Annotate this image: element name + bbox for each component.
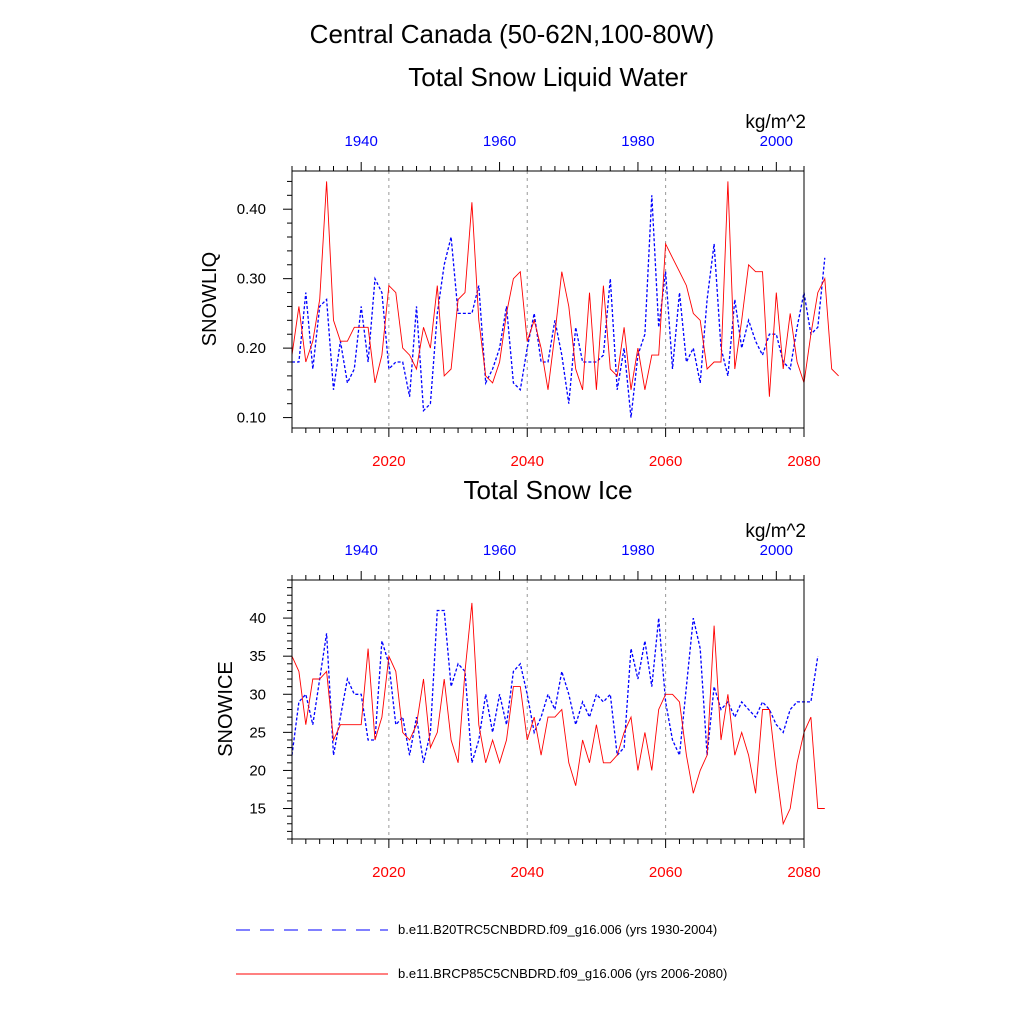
x-top-tick-label: 1980 xyxy=(621,542,654,559)
series-line-historical xyxy=(291,609,819,763)
panel-2-ylabel: SNOWICE xyxy=(215,661,237,757)
x-top-tick-label: 2000 xyxy=(760,542,793,559)
x-bottom-tick-label: 2020 xyxy=(372,864,405,881)
x-bottom-tick-label: 2080 xyxy=(787,453,820,470)
y-tick-label: 35 xyxy=(249,648,266,665)
x-bottom-tick-label: 2080 xyxy=(787,864,820,881)
x-top-tick-label: 1940 xyxy=(345,133,378,150)
x-top-tick-label: 1960 xyxy=(483,133,516,150)
x-bottom-tick-label: 2060 xyxy=(649,453,682,470)
series-line-historical xyxy=(292,195,826,418)
panel-2-units: kg/m^2 xyxy=(745,521,806,542)
x-top-tick-label: 1960 xyxy=(483,542,516,559)
y-tick-label: 0.20 xyxy=(237,340,266,357)
y-tick-label: 15 xyxy=(249,801,266,818)
panel-2-title: Total Snow Ice xyxy=(463,475,632,505)
panel-snow-ice: 2020 2040 2060 2080 1940 1960 1980 2000 15 20 25 30… xyxy=(249,542,825,881)
x-bottom-tick-label: 2040 xyxy=(511,453,544,470)
y-tick-label: 0.30 xyxy=(237,271,266,288)
series-line-future xyxy=(291,602,825,826)
y-tick-label: 25 xyxy=(249,724,266,741)
x-bottom-tick-label: 2040 xyxy=(511,864,544,881)
y-tick-label: 20 xyxy=(249,762,266,779)
x-top-tick-label: 1940 xyxy=(345,542,378,559)
x-top-tick-label: 2000 xyxy=(760,133,793,150)
panel-1-title: Total Snow Liquid Water xyxy=(408,62,688,92)
panel-1-units: kg/m^2 xyxy=(745,112,806,133)
legend-label-historical: b.e11.B20TRC5CNBDRD.f09_g16.006 (yrs 193… xyxy=(398,922,717,937)
y-tick-label: 40 xyxy=(249,610,266,627)
figure-title: Central Canada (50-62N,100-80W) xyxy=(310,19,715,49)
legend: b.e11.B20TRC5CNBDRD.f09_g16.006 (yrs 193… xyxy=(236,922,727,981)
plot-frame xyxy=(291,579,805,840)
legend-label-future: b.e11.BRCP85C5CNBDRD.f09_g16.006 (yrs 20… xyxy=(398,966,727,981)
plot-frame xyxy=(291,170,805,429)
panel-1-ylabel: SNOWLIQ xyxy=(199,252,221,346)
y-tick-label: 0.40 xyxy=(237,201,266,218)
x-bottom-tick-label: 2060 xyxy=(649,864,682,881)
y-tick-label: 0.10 xyxy=(237,410,266,427)
x-bottom-tick-label: 2020 xyxy=(372,453,405,470)
series-line-future xyxy=(291,181,839,397)
y-tick-label: 30 xyxy=(249,686,266,703)
x-top-tick-label: 1980 xyxy=(621,133,654,150)
panel-snow-liquid-water: 2020 2040 2060 2080 1940 1960 1980 2000 0.10 0.20… xyxy=(237,133,839,470)
